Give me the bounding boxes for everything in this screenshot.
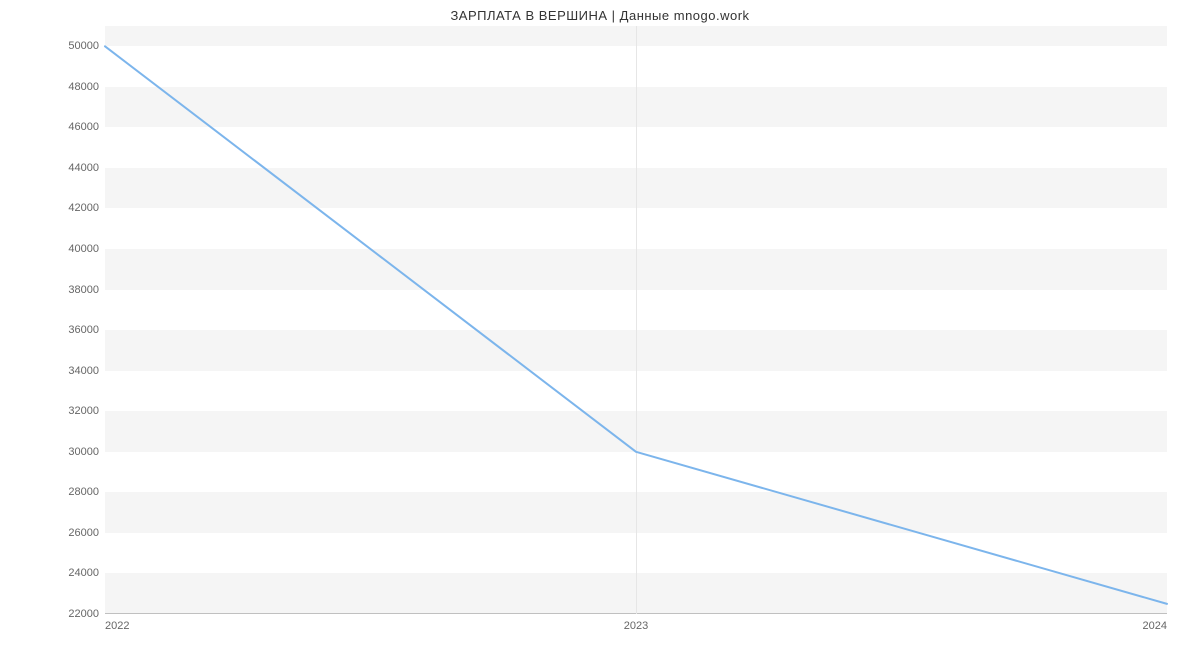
salary-line-chart: ЗАРПЛАТА В ВЕРШИНА | Данные mnogo.work 2… [0, 0, 1200, 650]
y-tick-label: 44000 [68, 162, 99, 174]
y-tick-label: 42000 [68, 202, 99, 214]
y-tick-label: 28000 [68, 486, 99, 498]
y-tick-label: 36000 [68, 324, 99, 336]
y-tick-label: 34000 [68, 365, 99, 377]
y-tick-label: 38000 [68, 284, 99, 296]
x-tick-label: 2024 [1143, 620, 1167, 632]
plot-area: 2022202320242200024000260002800030000320… [105, 26, 1167, 614]
series-layer [105, 26, 1167, 614]
y-tick-label: 50000 [68, 40, 99, 52]
series-line-salary [105, 46, 1167, 604]
y-tick-label: 48000 [68, 81, 99, 93]
chart-title: ЗАРПЛАТА В ВЕРШИНА | Данные mnogo.work [0, 8, 1200, 23]
y-tick-label: 46000 [68, 121, 99, 133]
y-tick-label: 22000 [68, 608, 99, 620]
y-tick-label: 40000 [68, 243, 99, 255]
x-tick-label: 2022 [105, 620, 129, 632]
y-tick-label: 32000 [68, 405, 99, 417]
y-tick-label: 24000 [68, 567, 99, 579]
y-tick-label: 30000 [68, 446, 99, 458]
x-tick-label: 2023 [624, 620, 648, 632]
y-tick-label: 26000 [68, 527, 99, 539]
